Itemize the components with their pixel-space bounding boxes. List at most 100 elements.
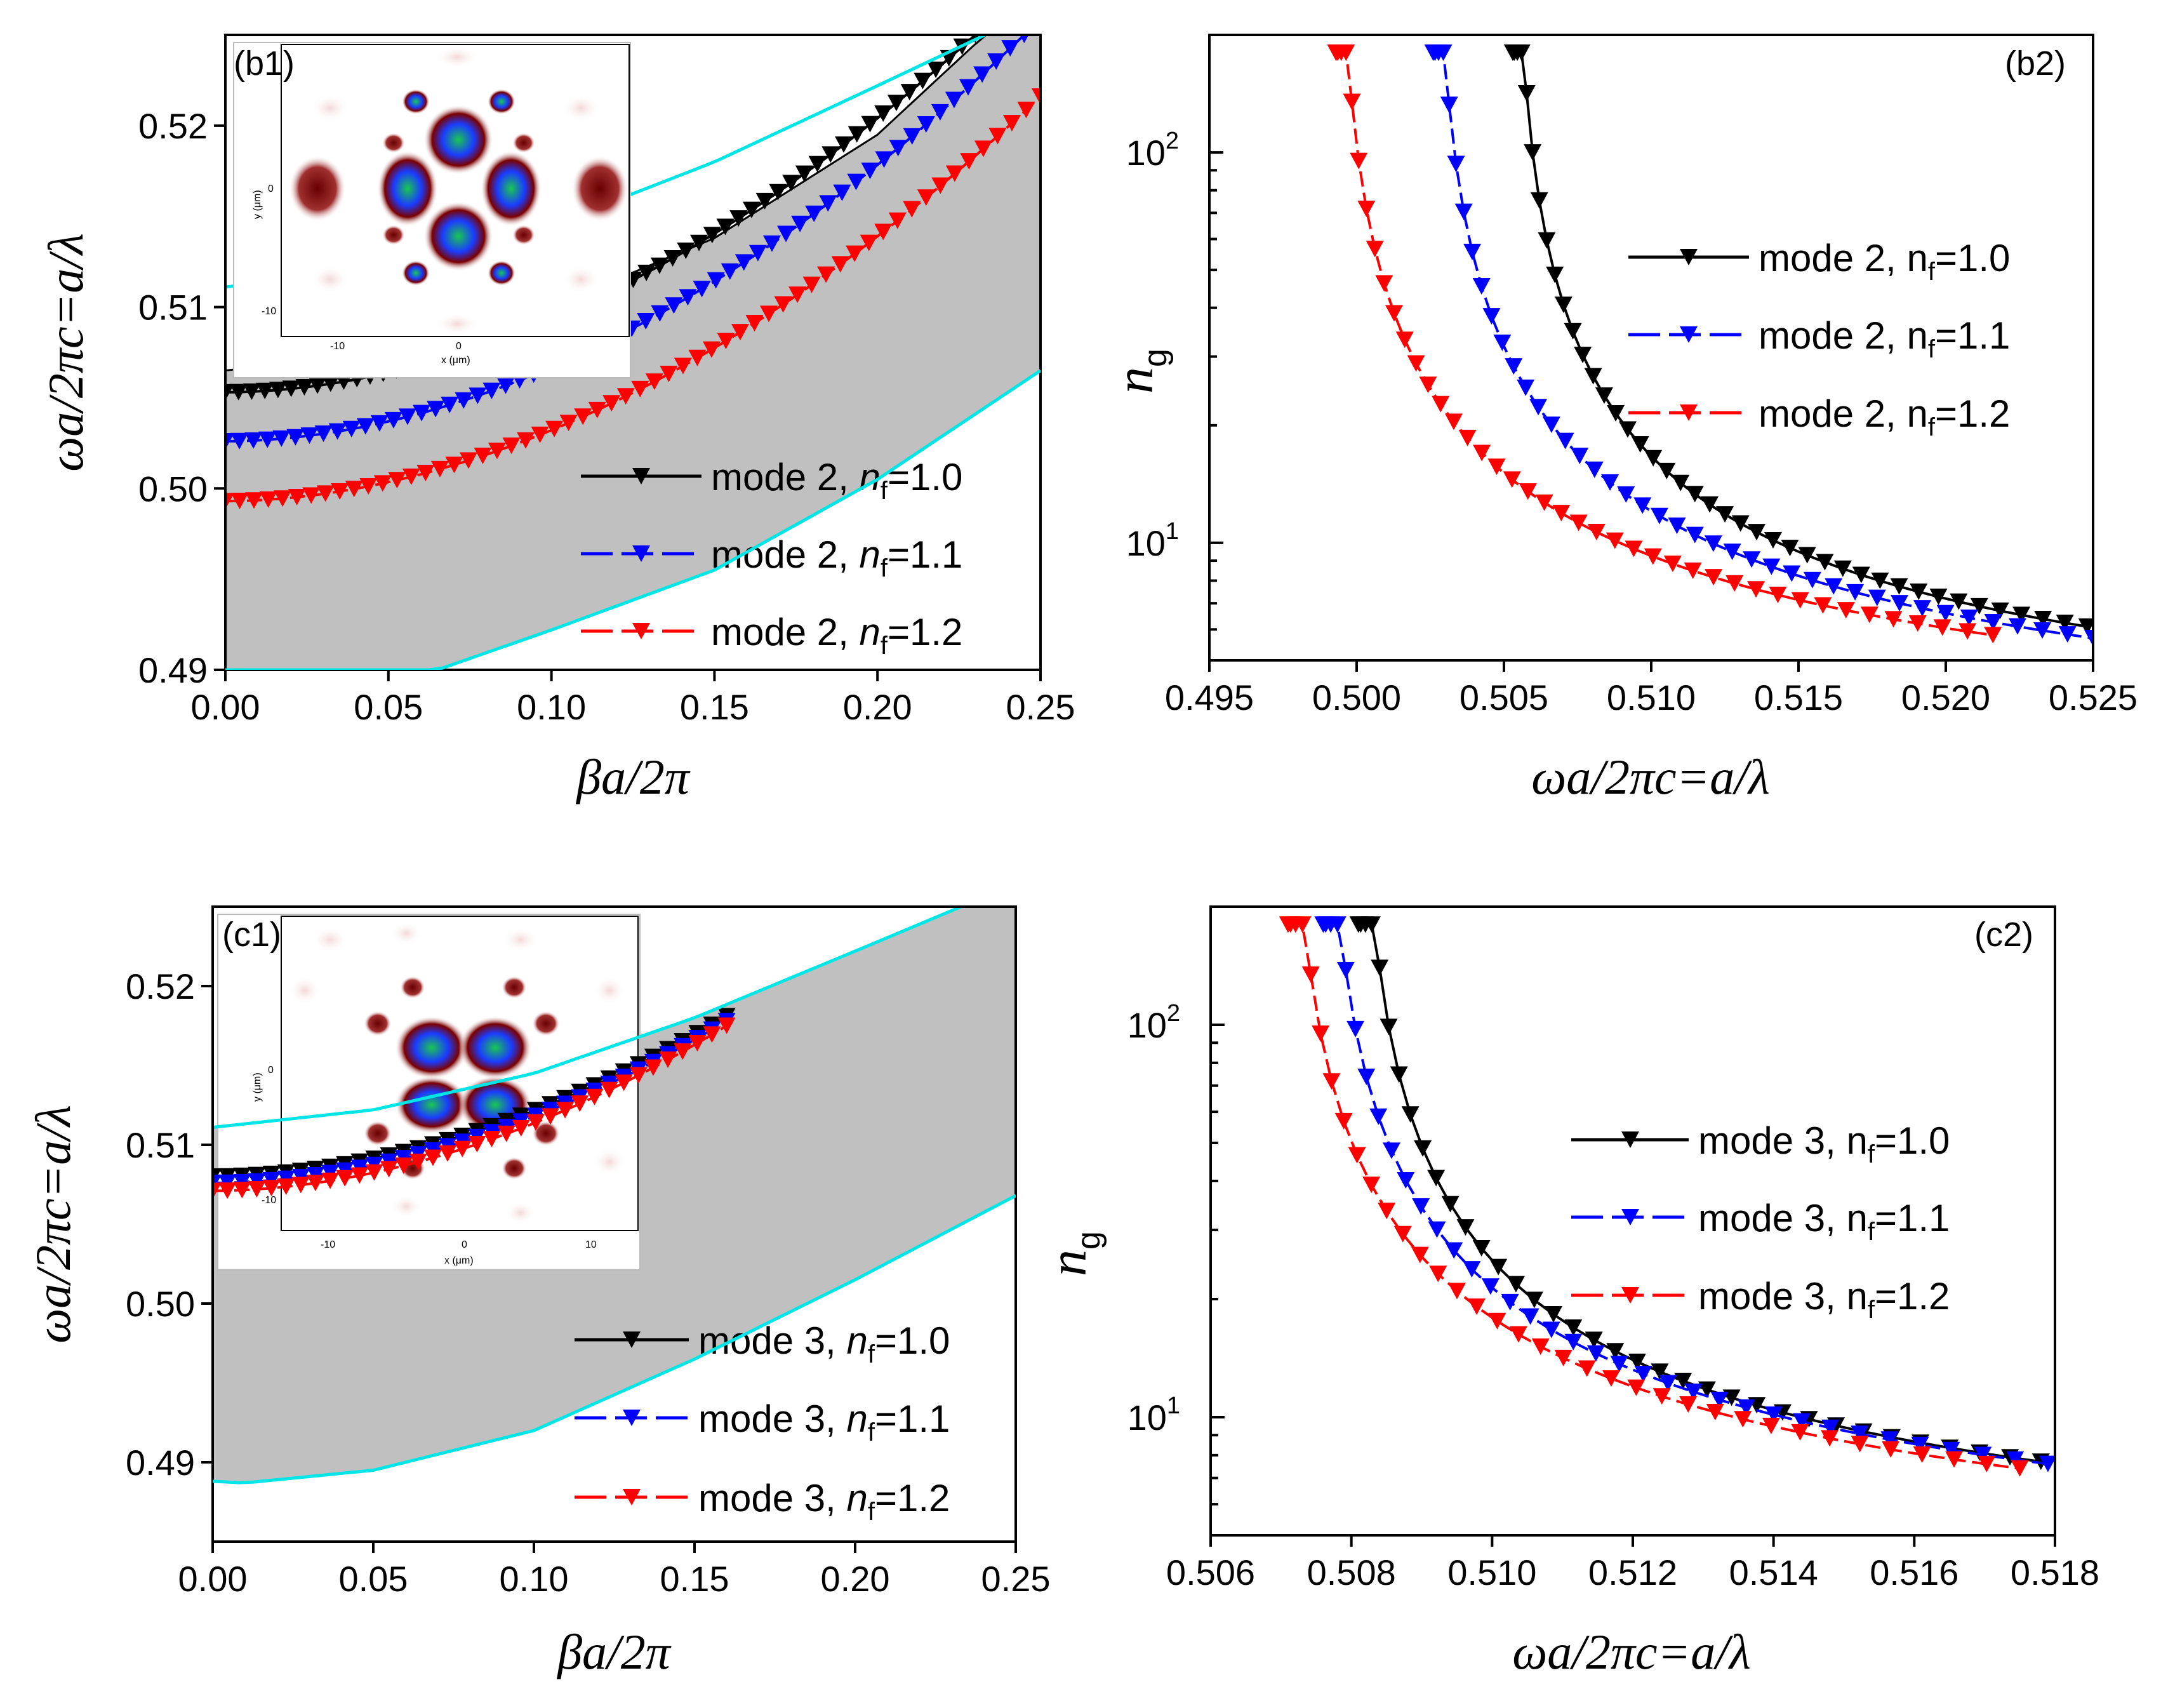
b1-series-3-point [616,388,635,405]
b2-series-3-point [1644,548,1662,565]
svg-text:mode 3, nf=1.2: mode 3, nf=1.2 [698,1477,950,1526]
b2-series-3-point [1860,606,1878,624]
b1-series-2-point [945,91,963,109]
c2-series-1-point [1585,1331,1603,1349]
c1-series-3-point [526,1114,545,1131]
b1-series-2-point [398,408,416,425]
c1-series-2-line [213,1020,728,1184]
b2-series-3-point [1747,581,1765,598]
b2-ytick-label: 102 [1126,128,1179,173]
b2-series-3-point [1984,627,2002,644]
c1-inset-xtick-neg10: -10 [321,1239,335,1250]
c2-series-2-point [1412,1198,1430,1215]
c2-series-3-point [1447,1283,1466,1300]
c1-legend-n-3: n [846,1477,867,1519]
c2-series-3-point [1706,1403,1724,1420]
c1-series-3-point [277,1178,295,1196]
b1-series-2-point [721,263,739,280]
c2-series-3-point [1468,1298,1486,1316]
c1-inset-ytick-neg10: -10 [262,1195,276,1206]
b1-xtick-label: 0.00 [191,687,260,727]
b1-legend-n-2: n [859,533,880,576]
b1-series-3-point [274,490,292,507]
b1-xtick-label: 0.10 [517,687,586,727]
b2-series-2-point [1440,97,1458,114]
c2-series-3-point [1509,1326,1527,1343]
b1-series-2-point [258,431,277,448]
b1-series-3-point [674,357,692,375]
c1-series-3-point [218,1182,237,1199]
c1-series-3-point [615,1074,633,1091]
c2-series-3-point [1362,1177,1381,1194]
c2-series-1-point [1564,1319,1583,1336]
b1-series-1-point [243,383,261,400]
c2-series-3-point [1627,1379,1646,1396]
c2-legend-entry-2: mode 3, nf=1.1 [1571,1197,1950,1246]
c2-series-3-point [1679,1396,1698,1413]
c2-legend-mode-2: mode 3, n [1698,1197,1868,1239]
b2-legend-entry-2: mode 2, nf=1.1 [1628,314,2010,363]
b2-xtick-label: 0.515 [1754,677,1843,717]
c1-legend-val-3: =1.2 [875,1477,950,1519]
b2-series-3-point [1837,602,1855,619]
c1-series-3-point [336,1170,354,1187]
b1-series-2-point [875,151,893,168]
c2-series-2-point [1382,1142,1400,1159]
b1-series-3-point [302,487,321,504]
b1-series-2-point [356,418,375,435]
b1-series-2-point [762,235,781,252]
b2-series-1-point [1595,387,1613,404]
c2-legend-mode-1: mode 3, n [1698,1119,1868,1162]
b1-series-1-point [321,375,340,392]
svg-text:mode 2, nf=1.2: mode 2, nf=1.2 [1759,392,2010,441]
b1-series-2-point [903,128,921,145]
b1-ytick-label: 0.51 [138,288,208,328]
b1-series-1-point [295,379,314,396]
c2-series-3-point [1945,1451,1964,1468]
b1-series-2-point [496,377,515,394]
c1-ytick-label: 0.51 [126,1125,195,1165]
b1-series-2-point [748,244,767,262]
b1-series-1-point [690,234,708,251]
c1-xtick-label: 0.20 [821,1559,890,1599]
b2-series-3-point [1725,575,1744,592]
b2-series-1-point [1574,347,1592,364]
b2-series-2-point [1762,558,1781,575]
c2-series-3-point [1411,1246,1429,1264]
c2-series-2-point [1974,1446,1992,1464]
c1-series-3-point [688,1035,707,1052]
c1-series-layer [213,1008,736,1199]
b1-series-3-point [416,465,435,482]
b1-series-1-point [729,210,748,227]
b1-series-3-point [225,493,234,510]
b1-legend-n-3: n [859,611,880,653]
b1-series-3-point [731,324,749,341]
c2-series-2-point [1397,1171,1415,1189]
b1-series-2-point [286,429,305,446]
b2-series-1-point [1512,44,1531,62]
b1-series-2-point [342,420,361,437]
c2-series-3-point [1293,916,1312,933]
b2-series-1-point [1672,474,1690,491]
b2-series-1-point [2034,610,2052,627]
b1-series-3-point [388,472,406,489]
b2-series-2-point [1463,243,1482,260]
b1-series-1-point [874,105,893,123]
b2-series-3-point [1343,93,1361,110]
c2-series-3-point [1488,1312,1506,1330]
b2-series-2-point [1601,474,1619,491]
c1-legend-val-1: =1.0 [875,1319,950,1362]
b2-series-3-point [1587,523,1606,540]
b1-series-2-point [441,396,459,413]
b1-series-3-point [445,457,463,474]
b2-series-2-point [1743,551,1761,568]
b2-series-3-point [1684,562,1702,579]
b1-inset-ylabel: y (μm) [252,190,263,219]
b1-series-3-line [225,95,1041,503]
b2-ticks: 0.495 0.500 0.505 0.510 0.515 0.520 0.525 101 10… [1126,128,2138,717]
b1-legend-entry-2: mode 2, nf=1.1 [581,533,962,582]
c2-series-3-point [1429,1265,1447,1283]
b1-series-3-point [788,286,807,304]
b1-series-2-point [225,433,234,450]
b2-series-1-point [1890,578,1908,595]
